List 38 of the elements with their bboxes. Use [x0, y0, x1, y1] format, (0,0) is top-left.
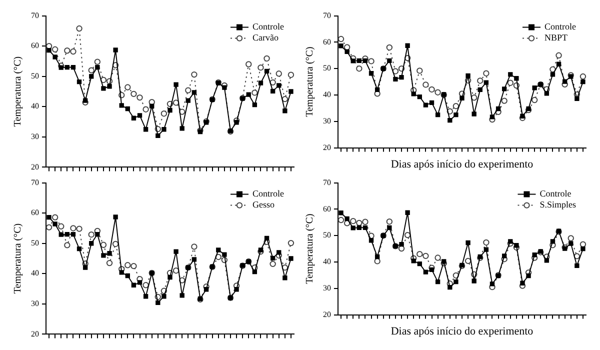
y-axis-title: Temperatura (°C)	[304, 214, 316, 284]
y-axis-title: Temperatura (°C)	[304, 46, 316, 117]
y-tick-label: 20	[323, 310, 331, 319]
y-tick-label: 60	[31, 41, 39, 50]
y-tick-label: 60	[323, 204, 331, 214]
y-tick-label: 70	[323, 178, 331, 187]
y-tick-label: 20	[31, 329, 39, 338]
y-tick-label: 60	[323, 37, 331, 46]
y-tick-label: 60	[31, 208, 39, 218]
y-tick-label: 40	[323, 90, 331, 100]
y-tick-label: 50	[31, 238, 39, 248]
y-tick-label: 70	[31, 10, 39, 20]
y-tick-label: 30	[323, 283, 331, 292]
y-tick-label: 40	[31, 268, 39, 278]
legend-label: Controle	[252, 188, 284, 199]
legend-label: Gesso	[252, 200, 276, 210]
y-tick-label: 50	[323, 64, 331, 73]
y-tick-label: 30	[31, 132, 39, 142]
y-tick-label: 50	[323, 230, 331, 240]
y-tick-label: 70	[31, 178, 39, 187]
legend-label: Controle	[544, 22, 576, 32]
legend-label: Controle	[252, 22, 284, 32]
y-tick-label: 40	[31, 102, 39, 111]
y-tick-label: 50	[31, 71, 39, 80]
legend-label: NBPT	[544, 32, 568, 43]
legend-label: S.Simples	[540, 200, 576, 210]
x-axis-title: Dias após início do experimento	[390, 325, 534, 338]
legend-label: Carvão	[252, 32, 279, 43]
y-tick-label: 20	[31, 162, 39, 172]
y-tick-label: 30	[31, 299, 39, 308]
y-axis-title: Temperatura (°C)	[12, 223, 24, 294]
y-axis-title: Temperatura (°C)	[12, 56, 24, 127]
x-axis-title: Dias após início do experimento	[390, 158, 534, 170]
legend-label: Controle	[540, 188, 572, 199]
y-tick-label: 20	[323, 142, 331, 152]
y-tick-label: 30	[323, 116, 331, 126]
y-tick-label: 70	[323, 10, 331, 20]
y-tick-label: 40	[323, 257, 331, 266]
